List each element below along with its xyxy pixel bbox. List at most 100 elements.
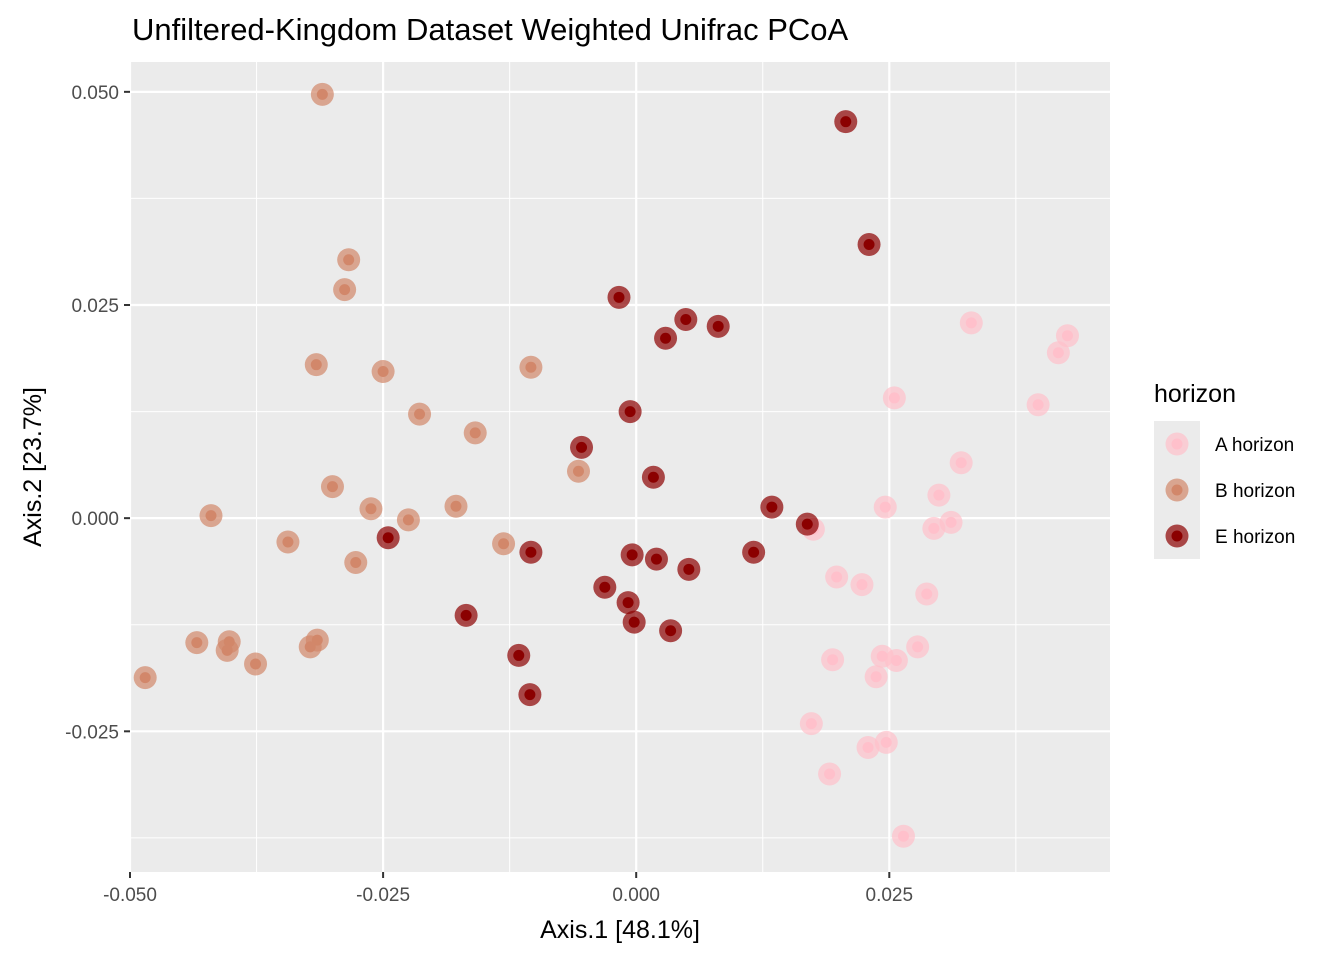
data-point: [1026, 393, 1050, 417]
data-point: [821, 648, 845, 672]
point-inner-dot: [805, 718, 817, 730]
data-point: [593, 575, 617, 599]
legend-item: E horizon: [1154, 513, 1295, 559]
data-point: [891, 824, 915, 848]
point-inner-dot: [282, 536, 294, 548]
data-point: [518, 683, 542, 707]
point-inner-dot: [382, 532, 394, 544]
data-point: [519, 355, 543, 379]
point-inner-dot: [863, 238, 875, 250]
data-point: [659, 619, 683, 643]
point-inner-dot: [525, 361, 537, 373]
point-inner-dot: [624, 406, 636, 418]
x-tick-label: 0.025: [866, 885, 914, 906]
data-point: [408, 402, 432, 426]
data-point: [641, 465, 665, 489]
y-tick-label: 0.025: [71, 296, 119, 317]
point-inner-dot: [1052, 347, 1064, 359]
point-inner-dot: [831, 571, 843, 583]
data-point: [566, 459, 590, 483]
data-point: [818, 762, 842, 786]
data-point: [133, 666, 157, 690]
data-point: [654, 326, 678, 350]
legend-label: A horizon: [1215, 435, 1294, 456]
point-inner-dot: [879, 501, 891, 513]
data-point: [850, 573, 874, 597]
point-inner-dot: [801, 518, 813, 530]
data-point: [799, 712, 823, 736]
point-inner-dot: [921, 588, 933, 600]
legend-item: B horizon: [1154, 467, 1295, 513]
data-point: [882, 386, 906, 410]
point-inner-dot: [928, 522, 940, 534]
point-inner-dot: [572, 465, 584, 477]
data-point: [359, 497, 383, 521]
point-inner-dot: [647, 471, 659, 483]
data-point: [873, 495, 897, 519]
data-point: [454, 603, 478, 627]
point-inner-dot: [377, 366, 389, 378]
legend-key-dot: [1171, 438, 1183, 450]
data-point: [337, 248, 361, 272]
y-tick-label: -0.025: [65, 722, 119, 743]
point-inner-dot: [660, 332, 672, 344]
point-inner-dot: [955, 457, 967, 469]
minor-gridlines: [130, 62, 1110, 872]
x-tick-label: 0.000: [612, 885, 660, 906]
point-inner-dot: [680, 313, 692, 325]
data-point: [371, 360, 395, 384]
point-inner-dot: [139, 672, 151, 684]
point-inner-dot: [513, 649, 525, 661]
point-inner-dot: [191, 637, 203, 649]
point-inner-dot: [524, 689, 536, 701]
data-point: [333, 278, 357, 302]
point-inner-dot: [862, 742, 874, 754]
point-inner-dot: [712, 320, 724, 332]
point-inner-dot: [880, 736, 892, 748]
data-point: [674, 307, 698, 331]
point-inner-dot: [626, 549, 638, 561]
legend-key-dot: [1171, 484, 1183, 496]
legend-key-dot: [1171, 530, 1183, 542]
data-point: [906, 635, 930, 659]
legend-item: A horizon: [1154, 421, 1294, 467]
plot-panel: [130, 62, 1110, 872]
x-tick-label: -0.050: [103, 885, 157, 906]
point-inner-dot: [683, 563, 695, 575]
point-inner-dot: [945, 516, 957, 528]
data-point: [864, 665, 888, 689]
data-point: [185, 631, 209, 655]
y-tick-label: 0.050: [71, 83, 119, 104]
data-point: [444, 494, 468, 518]
point-inner-dot: [221, 644, 233, 656]
data-point: [298, 635, 322, 659]
point-inner-dot: [890, 655, 902, 667]
data-point: [874, 730, 898, 754]
point-inner-dot: [933, 489, 945, 501]
data-point: [927, 483, 951, 507]
point-inner-dot: [1032, 399, 1044, 411]
point-inner-dot: [525, 546, 537, 558]
data-point: [677, 557, 701, 581]
data-point: [507, 643, 531, 667]
data-point: [959, 311, 983, 335]
data-point: [795, 512, 819, 536]
data-point: [570, 435, 594, 459]
point-inner-dot: [469, 427, 481, 439]
data-point: [922, 516, 946, 540]
point-inner-dot: [665, 625, 677, 637]
point-inner-dot: [897, 830, 909, 842]
point-inner-dot: [498, 538, 510, 550]
point-inner-dot: [876, 650, 888, 662]
point-inner-dot: [827, 654, 839, 666]
point-inner-dot: [965, 317, 977, 329]
data-point: [519, 540, 543, 564]
data-point: [857, 232, 881, 256]
legend-label: B horizon: [1215, 481, 1295, 502]
data-point: [1046, 341, 1070, 365]
data-point: [834, 110, 858, 134]
point-inner-dot: [365, 503, 377, 515]
legend: horizon A horizon B horizon E horizon: [1154, 380, 1295, 559]
point-inner-dot: [599, 581, 611, 593]
point-inner-dot: [613, 291, 625, 303]
